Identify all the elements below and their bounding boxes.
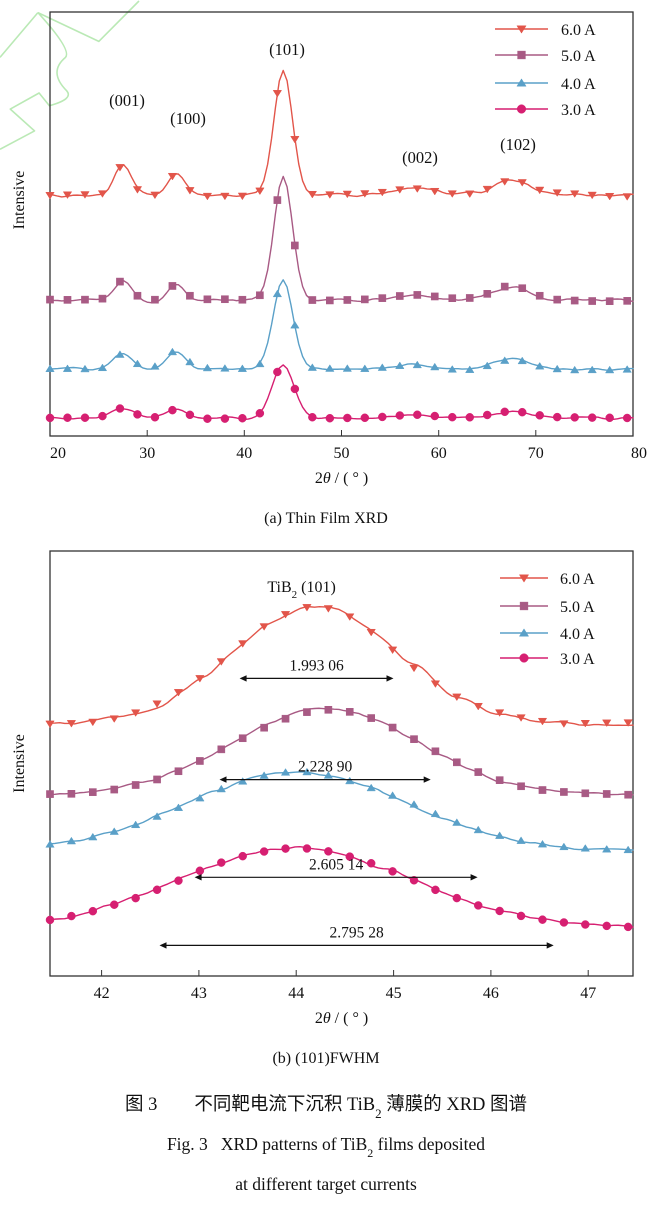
svg-text:3.0 A: 3.0 A xyxy=(561,102,596,119)
svg-text:44: 44 xyxy=(288,985,304,1002)
svg-text:(002): (002) xyxy=(402,148,438,167)
svg-text:(b) (101)FWHM: (b) (101)FWHM xyxy=(272,1050,379,1067)
svg-text:Intensive: Intensive xyxy=(11,171,28,230)
svg-text:(102): (102) xyxy=(500,135,536,154)
svg-text:2θ / ( ° ): 2θ / ( ° ) xyxy=(315,1010,368,1027)
svg-text:6.0 A: 6.0 A xyxy=(560,571,595,588)
svg-text:46: 46 xyxy=(483,985,499,1002)
svg-text:2θ / ( ° ): 2θ / ( ° ) xyxy=(315,470,368,487)
svg-text:(001): (001) xyxy=(109,91,145,110)
svg-text:50: 50 xyxy=(334,445,350,462)
svg-text:43: 43 xyxy=(191,985,207,1002)
svg-text:at different target currents: at different target currents xyxy=(235,1174,417,1194)
svg-text:5.0 A: 5.0 A xyxy=(561,48,596,65)
svg-text:20: 20 xyxy=(50,445,66,462)
svg-text:(101): (101) xyxy=(269,40,305,59)
svg-text:6.0 A: 6.0 A xyxy=(561,22,596,39)
svg-text:5.0 A: 5.0 A xyxy=(560,599,595,616)
svg-text:4.0 A: 4.0 A xyxy=(561,76,596,93)
svg-text:1.993 06: 1.993 06 xyxy=(289,657,344,674)
svg-text:3.0 A: 3.0 A xyxy=(560,651,595,668)
svg-text:2.795 28: 2.795 28 xyxy=(329,924,384,941)
svg-text:2.228 90: 2.228 90 xyxy=(298,759,353,776)
svg-text:30: 30 xyxy=(139,445,155,462)
svg-text:(a) Thin Film XRD: (a) Thin Film XRD xyxy=(264,510,388,527)
svg-text:80: 80 xyxy=(631,445,647,462)
svg-text:(100): (100) xyxy=(170,109,206,128)
svg-text:60: 60 xyxy=(431,445,447,462)
svg-text:40: 40 xyxy=(236,445,252,462)
svg-text:42: 42 xyxy=(94,985,110,1002)
svg-text:70: 70 xyxy=(528,445,544,462)
svg-text:Intensive: Intensive xyxy=(11,734,28,793)
svg-text:47: 47 xyxy=(580,985,596,1002)
svg-text:2.605 14: 2.605 14 xyxy=(309,856,364,873)
svg-text:45: 45 xyxy=(386,985,402,1002)
svg-text:4.0 A: 4.0 A xyxy=(560,626,595,643)
